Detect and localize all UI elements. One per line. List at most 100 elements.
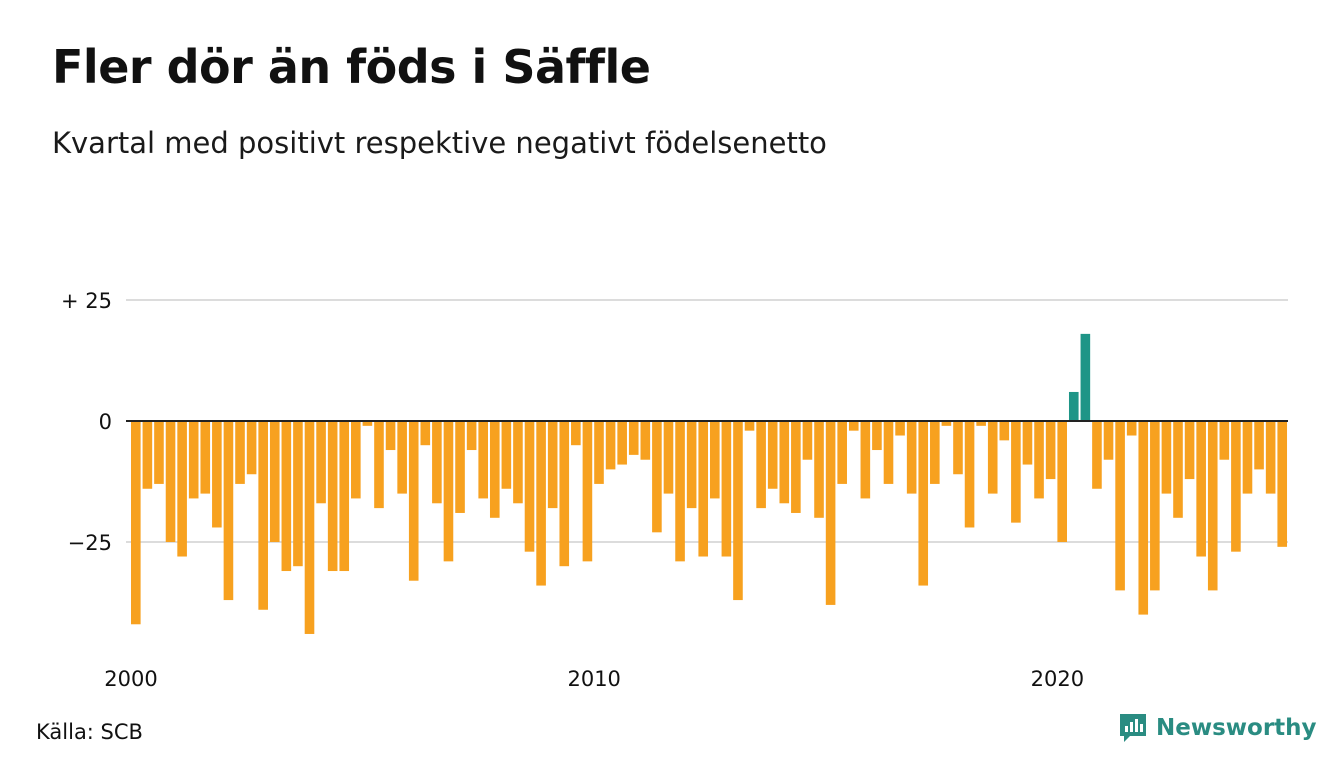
bar [351,421,361,499]
bar [628,421,639,455]
bar [1242,421,1253,494]
chart-subtitle: Kvartal med positivt respektive negativt… [52,126,827,160]
brand-name: Newsworthy [1156,715,1317,741]
bar [327,421,338,572]
y-tick-label: −25 [68,531,112,555]
bar [223,421,234,601]
bar [791,421,801,513]
bar [941,421,952,426]
bar [779,421,790,504]
bar [756,421,766,509]
bar [848,421,859,431]
axis-layer: + 25 0 −25 2000 2010 2020 [61,289,1288,691]
bar [987,421,998,494]
bar [733,421,743,601]
bar [385,421,396,451]
bar [269,421,280,542]
bar [188,421,199,499]
bar [131,421,141,625]
bar [698,421,709,557]
bar [571,421,581,446]
bar [1150,421,1160,591]
source-label: Källa: SCB [36,720,143,744]
bar [617,421,627,465]
bar [524,421,535,552]
bar [930,421,940,484]
bar [1254,421,1264,470]
bar [594,421,604,484]
bar [640,421,651,460]
bar [895,421,905,436]
chart-title: Fler dör än föds i Säffle [52,40,651,94]
bar [663,421,674,494]
bar [872,421,882,451]
bar [918,421,929,586]
bar [1138,421,1149,615]
bar [767,421,778,489]
bar [258,421,268,610]
bar [501,421,512,489]
bar [710,421,720,499]
bar [547,421,558,509]
bar [675,421,685,562]
bar [1231,421,1241,552]
bar [1265,421,1276,494]
bar [165,421,176,542]
bar [825,421,836,605]
bar [293,421,303,567]
bar [200,421,211,494]
newsworthy-logo-icon [1120,714,1146,742]
bar [906,421,917,494]
bar [478,421,488,499]
bar [1068,391,1079,421]
bar [976,421,986,426]
bar [339,421,350,572]
bar-chart: + 25 0 −25 2000 2010 2020 [61,289,1288,691]
bar [489,421,500,518]
bar [1126,421,1137,436]
bar [1080,333,1091,421]
bar [420,421,431,446]
bar [1115,421,1125,591]
bar [177,421,187,557]
brand-logo: Newsworthy [1118,712,1317,744]
bar [1045,421,1056,480]
bar [1103,421,1114,460]
bar [652,421,662,533]
bar [154,421,164,484]
bar [281,421,292,572]
bar [1057,421,1067,542]
bar-layer [131,333,1288,634]
bar [362,421,373,426]
bar [408,421,419,581]
bar [559,421,570,567]
bar [443,421,454,562]
bar [212,421,222,528]
bar [953,421,963,475]
bar [374,421,384,509]
y-tick-label: + 25 [61,289,112,313]
bar [1196,421,1206,557]
bar [964,421,975,528]
x-tick-label: 2010 [567,667,620,691]
bar [536,421,546,586]
bar [744,421,755,431]
bar [1022,421,1033,465]
bar [721,421,732,557]
bar [1207,421,1218,591]
bar [513,421,523,504]
bar [466,421,477,451]
bar [246,421,257,475]
bar [316,421,326,504]
bar [1184,421,1195,480]
bar [1277,421,1288,547]
bar [999,421,1010,441]
bar [397,421,407,494]
bar [582,421,593,562]
bar [1011,421,1021,523]
bar [1219,421,1230,460]
bar [1173,421,1183,518]
y-tick-label: 0 [99,410,112,434]
bar [1034,421,1044,499]
bar [802,421,813,460]
